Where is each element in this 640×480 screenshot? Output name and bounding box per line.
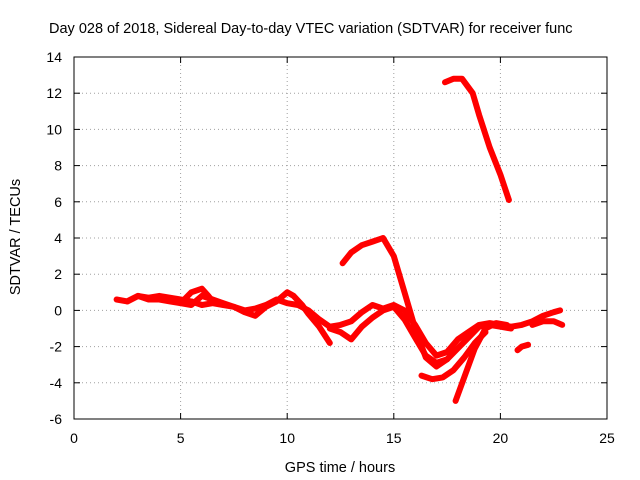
plot-border xyxy=(73,56,608,420)
y-tick-label: -4 xyxy=(50,375,63,391)
series-line-arc-10 xyxy=(529,318,566,328)
y-tick-label: 0 xyxy=(54,302,62,318)
x-tick-label: 0 xyxy=(70,430,78,446)
y-tick-label: 4 xyxy=(54,230,62,246)
y-tick-label: 6 xyxy=(54,194,62,210)
plot-frame xyxy=(73,56,608,420)
x-tick-label: 15 xyxy=(386,430,402,446)
y-tick-label: 14 xyxy=(46,49,62,65)
y-tick-label: 10 xyxy=(46,121,62,137)
grid xyxy=(74,57,607,419)
x-tick-label: 25 xyxy=(599,430,615,446)
x-tick-label: 10 xyxy=(279,430,295,446)
series-line-arc-7 xyxy=(452,320,510,404)
y-tick-label: 12 xyxy=(46,85,62,101)
chart-title: Day 028 of 2018, Sidereal Day-to-day VTE… xyxy=(49,21,573,37)
series-line-arc-9 xyxy=(514,341,532,354)
y-tick-label: -6 xyxy=(50,411,63,427)
y-axis-label: SDTVAR / TECUs xyxy=(8,179,24,295)
axis-ticks: 0 5 10 15 20 25 -6 -4 -2 0 2 4 6 8 10 12 14 xyxy=(46,49,615,446)
series-group xyxy=(113,75,566,404)
x-axis-label: GPS time / hours xyxy=(285,460,395,476)
series-line-arc-8 xyxy=(442,75,512,203)
y-tick-label: 2 xyxy=(54,266,62,282)
series-line-arc-3 xyxy=(177,285,216,307)
x-tick-label: 5 xyxy=(177,430,185,446)
series-line-arc-5 xyxy=(339,235,451,370)
y-tick-label: -2 xyxy=(50,339,63,355)
y-tick-label: 8 xyxy=(54,158,62,174)
x-tick-label: 20 xyxy=(493,430,509,446)
